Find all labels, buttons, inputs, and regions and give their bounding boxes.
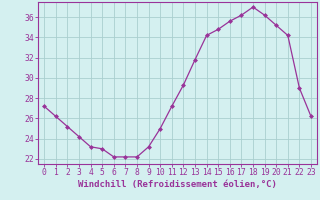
X-axis label: Windchill (Refroidissement éolien,°C): Windchill (Refroidissement éolien,°C) [78,180,277,189]
